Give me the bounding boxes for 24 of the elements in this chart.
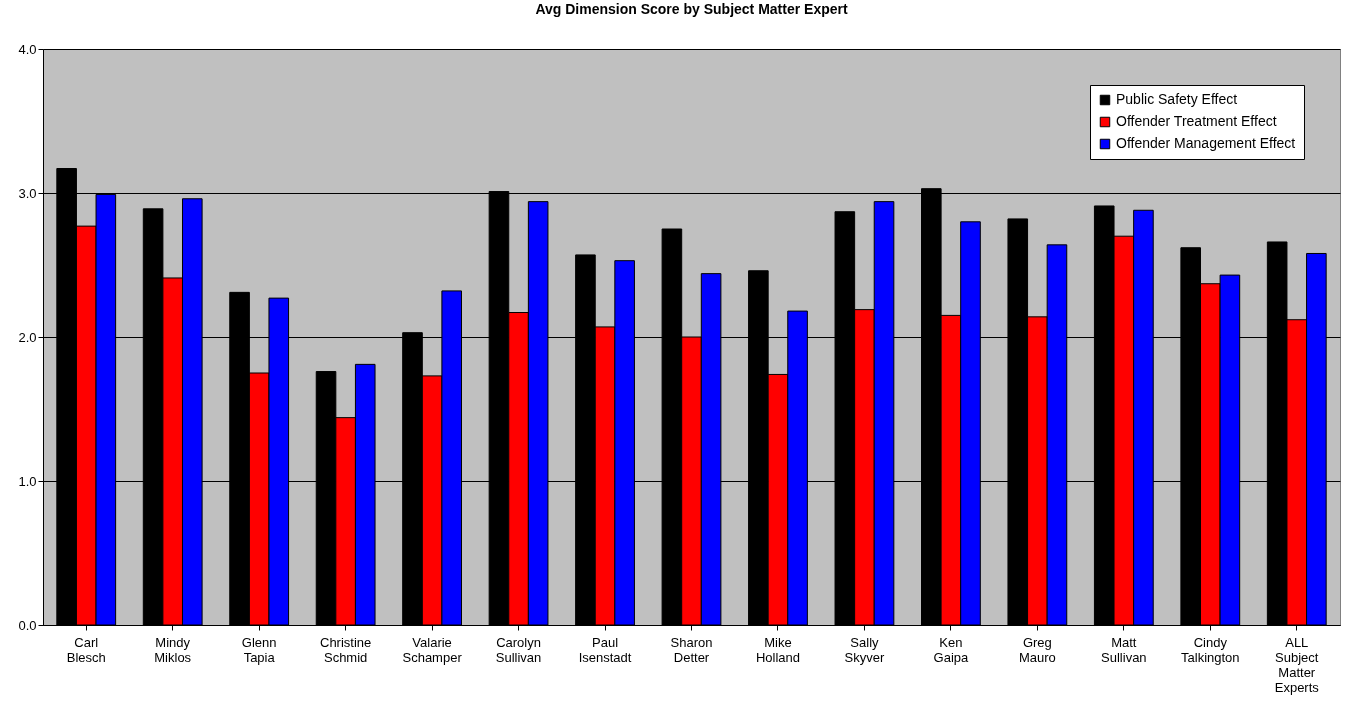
x-tick-label: Mike Holland: [755, 634, 801, 665]
y-tick-label: 3.0: [18, 185, 37, 201]
x-tick-label: Matt Sullivan: [1101, 634, 1147, 665]
x-tick-label: Valarie Schamper: [402, 634, 463, 665]
x-tick-label: ALL Subject Matter Experts: [1274, 634, 1320, 695]
x-tick-label: Sally Skyver: [844, 634, 885, 665]
chart-title: Avg Dimension Score by Subject Matter Expert: [535, 1, 848, 17]
y-tick-label: 4.0: [18, 41, 37, 57]
y-tick-label: 0.0: [18, 617, 37, 633]
x-tick-label: Greg Mauro: [1018, 634, 1056, 665]
x-tick-label: Carl Blesch: [66, 634, 106, 665]
x-tick-label: Carolyn Sullivan: [495, 634, 542, 665]
x-tick-label: Glenn Tapia: [241, 634, 277, 665]
x-tick-label: Sharon Detter: [670, 634, 713, 665]
x-tick-label: Cindy Talkington: [1181, 634, 1240, 665]
x-tick-label: Paul Isenstadt: [578, 634, 632, 665]
x-tick-label: Ken Gaipa: [933, 634, 970, 665]
legend-label: Public Safety Effect: [1116, 91, 1238, 107]
y-tick-label: 2.0: [18, 329, 37, 345]
y-tick-label: 1.0: [18, 473, 37, 489]
x-tick-label: Mindy Miklos: [154, 634, 192, 665]
legend-label: Offender Treatment Effect: [1116, 113, 1277, 129]
x-tick-label: Christine Schmid: [319, 634, 372, 665]
legend-label: Offender Management Effect: [1116, 135, 1296, 151]
